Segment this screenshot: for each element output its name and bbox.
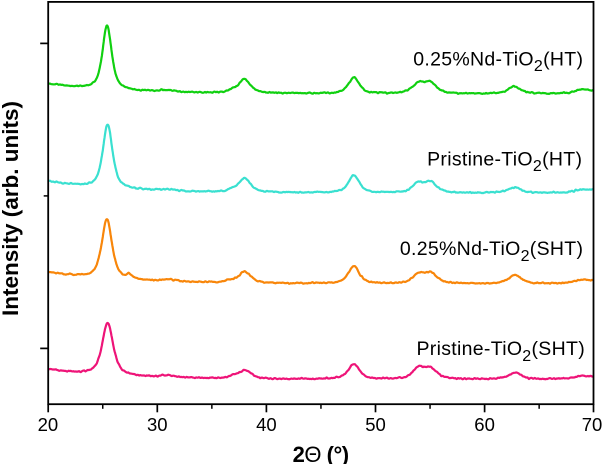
svg-text:20: 20 [38, 414, 59, 435]
svg-text:Pristine-TiO2(SHT): Pristine-TiO2(SHT) [416, 338, 585, 365]
svg-text:30: 30 [147, 414, 168, 435]
svg-text:60: 60 [474, 414, 495, 435]
svg-text:50: 50 [365, 414, 386, 435]
svg-text:2Θ (°): 2Θ (°) [293, 442, 349, 464]
svg-text:70: 70 [582, 414, 603, 435]
svg-text:40: 40 [256, 414, 277, 435]
svg-text:Intensity (arb. units): Intensity (arb. units) [0, 101, 23, 316]
